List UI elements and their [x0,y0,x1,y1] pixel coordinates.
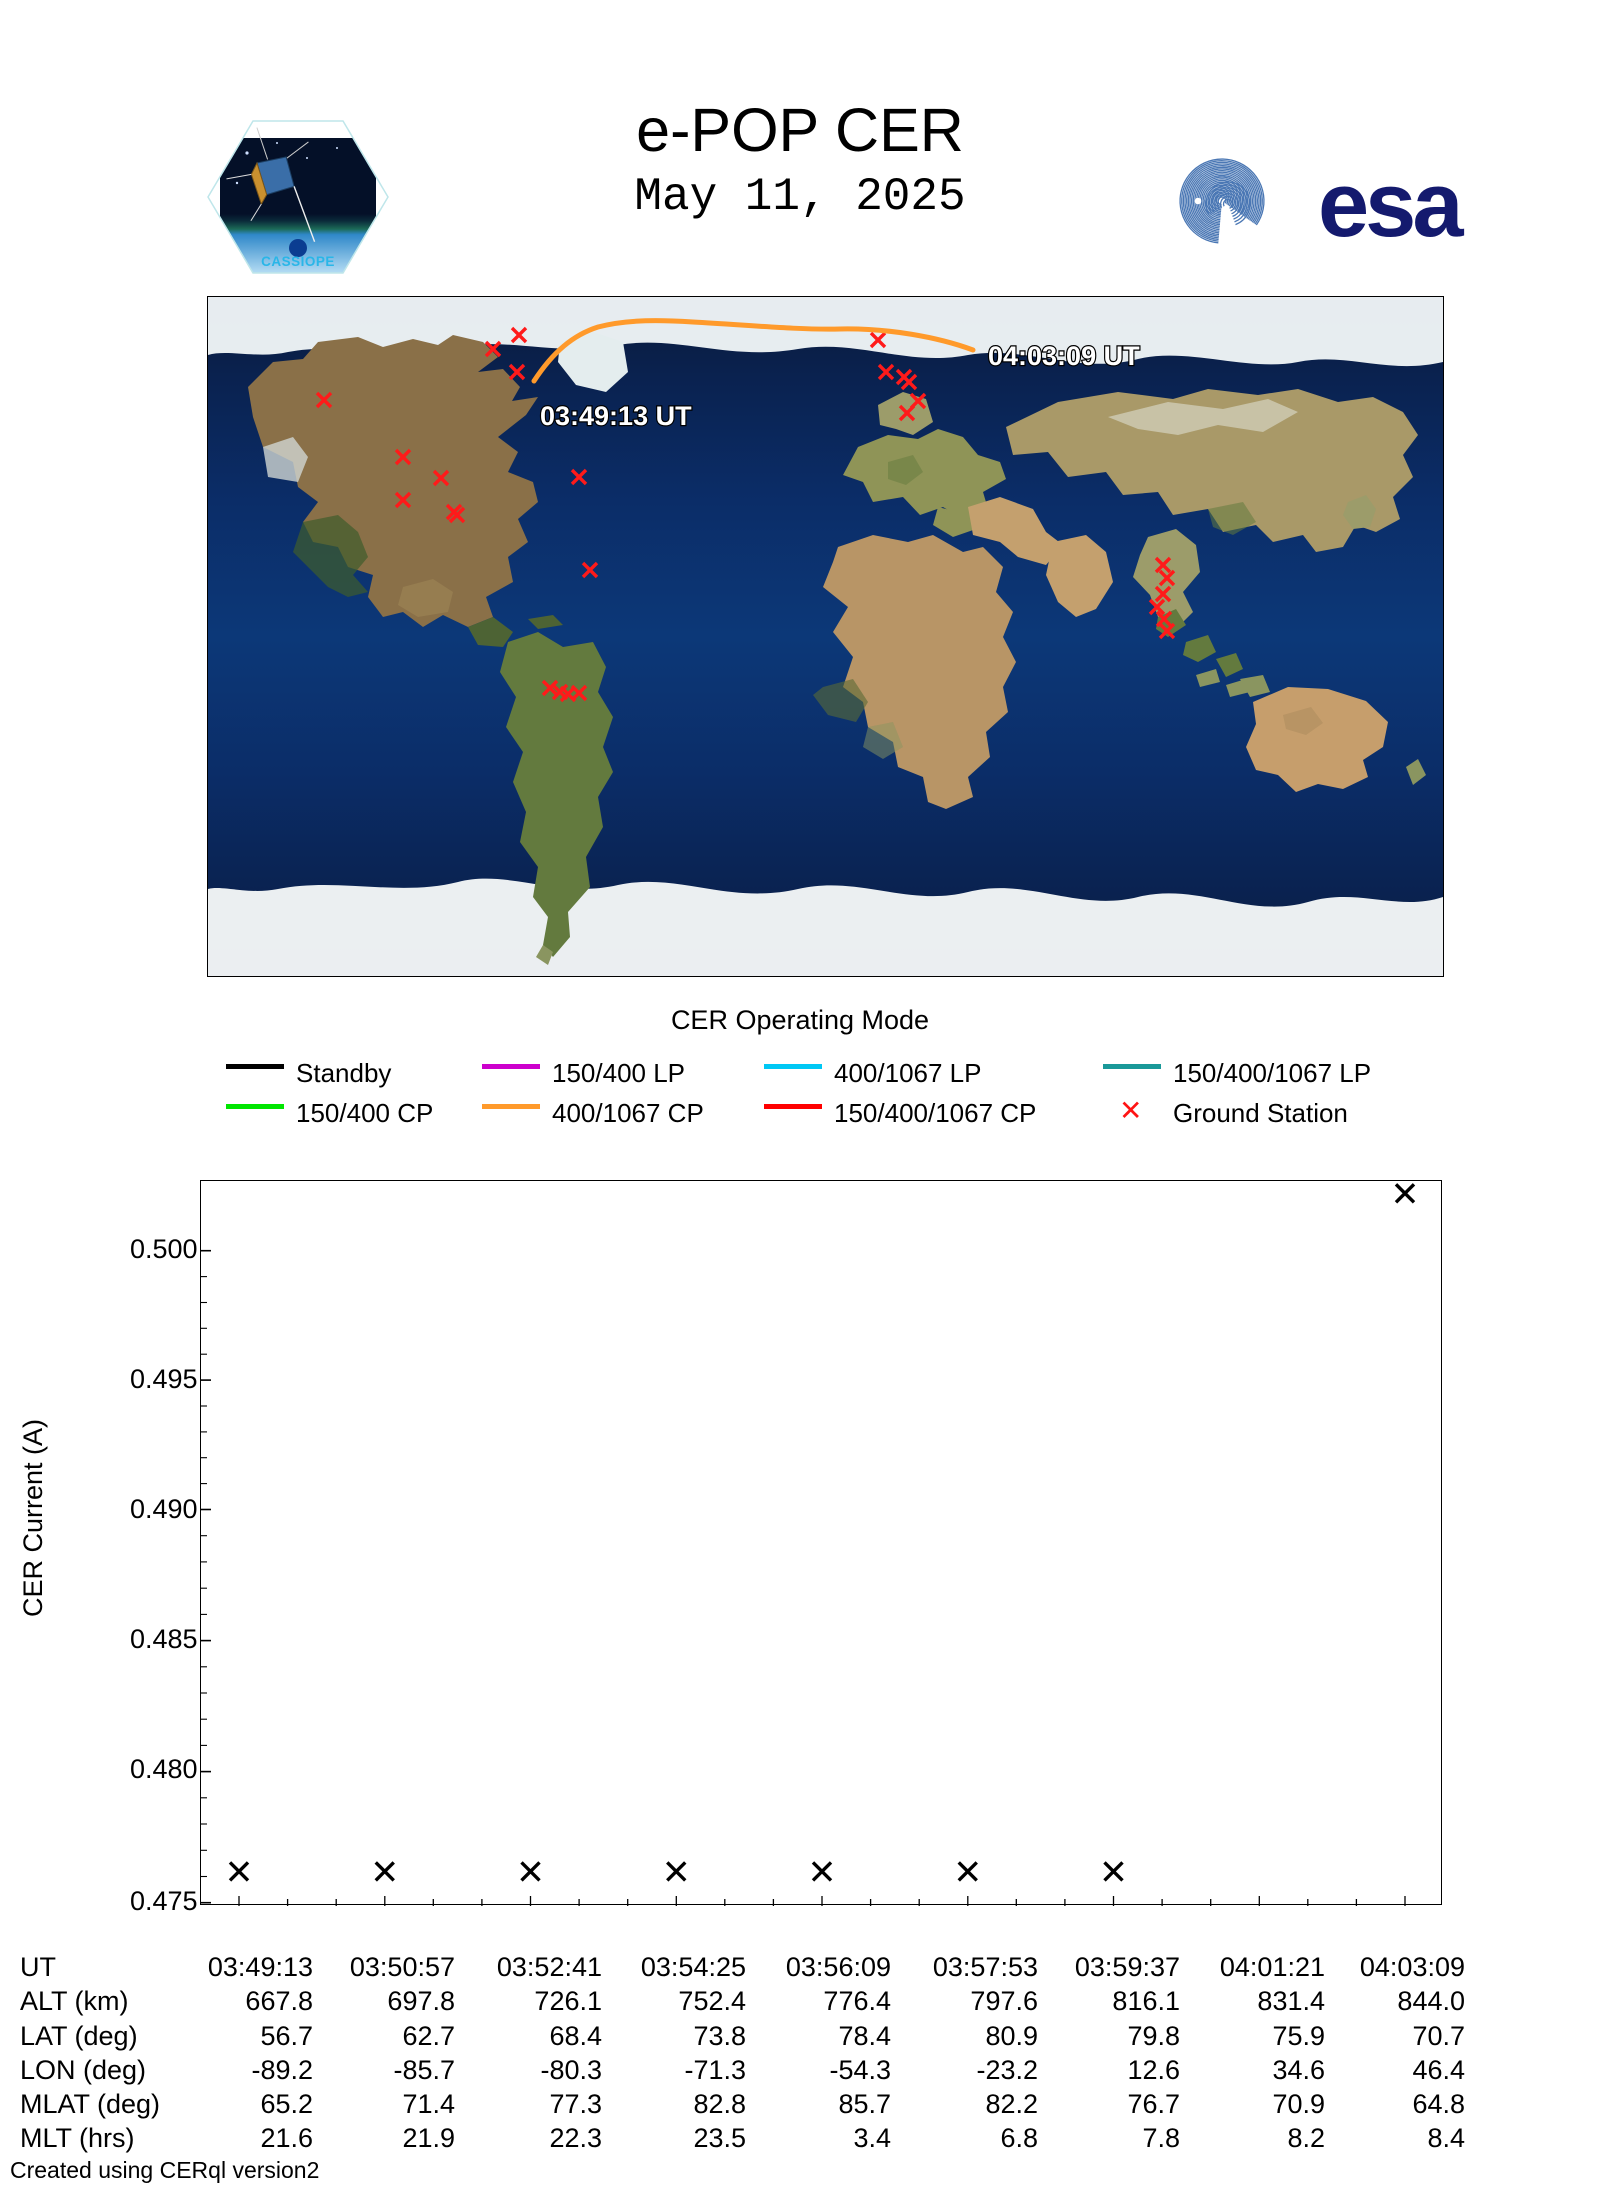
svg-text:CASSIOPE: CASSIOPE [261,254,335,269]
svg-text:esa: esa [1318,154,1464,256]
svg-text:04:03:09 UT: 04:03:09 UT [988,341,1140,371]
svg-text:03:49:13 UT: 03:49:13 UT [540,401,692,431]
